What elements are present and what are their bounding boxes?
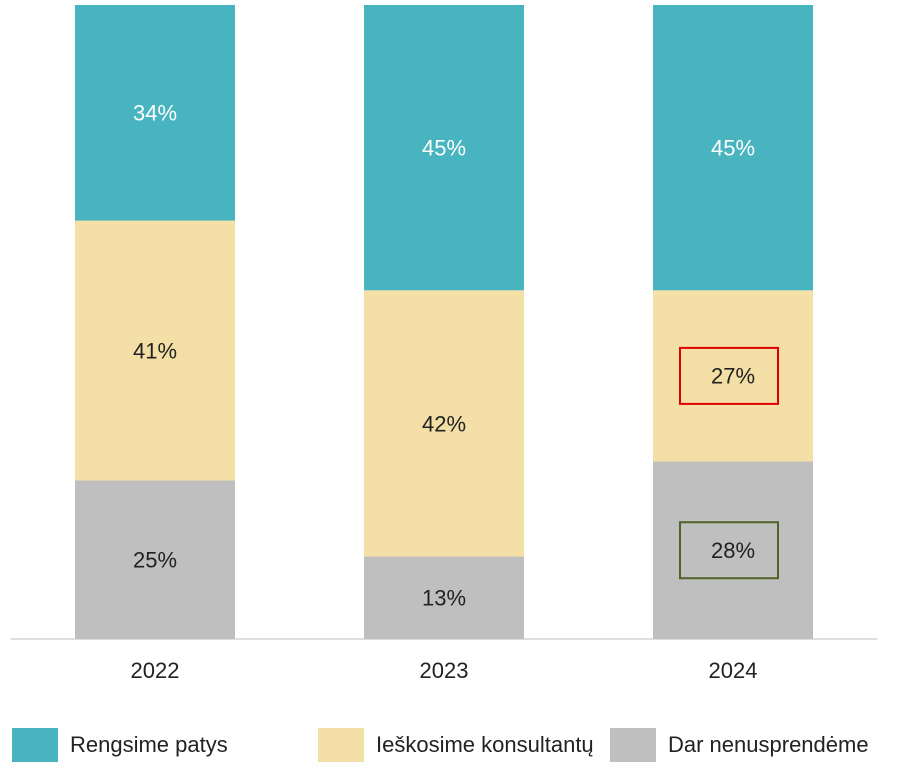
data-label: 13% xyxy=(422,586,466,611)
bar-segment xyxy=(653,5,813,291)
data-label: 45% xyxy=(422,135,466,160)
bar-segment xyxy=(364,556,524,639)
data-label: 41% xyxy=(133,338,177,363)
legend-swatch xyxy=(318,728,364,762)
x-tick-label: 2023 xyxy=(420,658,469,683)
data-label: 28% xyxy=(711,538,755,563)
legend-label: Dar nenusprendėme xyxy=(668,732,869,757)
bar-segment xyxy=(75,5,235,221)
highlight-box xyxy=(679,346,779,405)
x-tick-label: 2024 xyxy=(709,658,758,683)
data-label: 27% xyxy=(711,364,755,389)
legend-label: Ieškosime konsultantų xyxy=(376,732,594,757)
data-label: 45% xyxy=(711,135,755,160)
data-label: 34% xyxy=(133,101,177,126)
bar-segment xyxy=(364,290,524,557)
data-label: 42% xyxy=(422,411,466,436)
x-tick-label: 2022 xyxy=(131,658,180,683)
data-label: 25% xyxy=(133,548,177,573)
bar-segment xyxy=(364,5,524,291)
legend-swatch xyxy=(610,728,656,762)
legend-label: Rengsime patys xyxy=(70,732,228,757)
legend-swatch xyxy=(12,728,58,762)
bar-segment xyxy=(75,220,235,481)
highlight-box xyxy=(679,521,779,580)
bar-segment xyxy=(75,480,235,639)
